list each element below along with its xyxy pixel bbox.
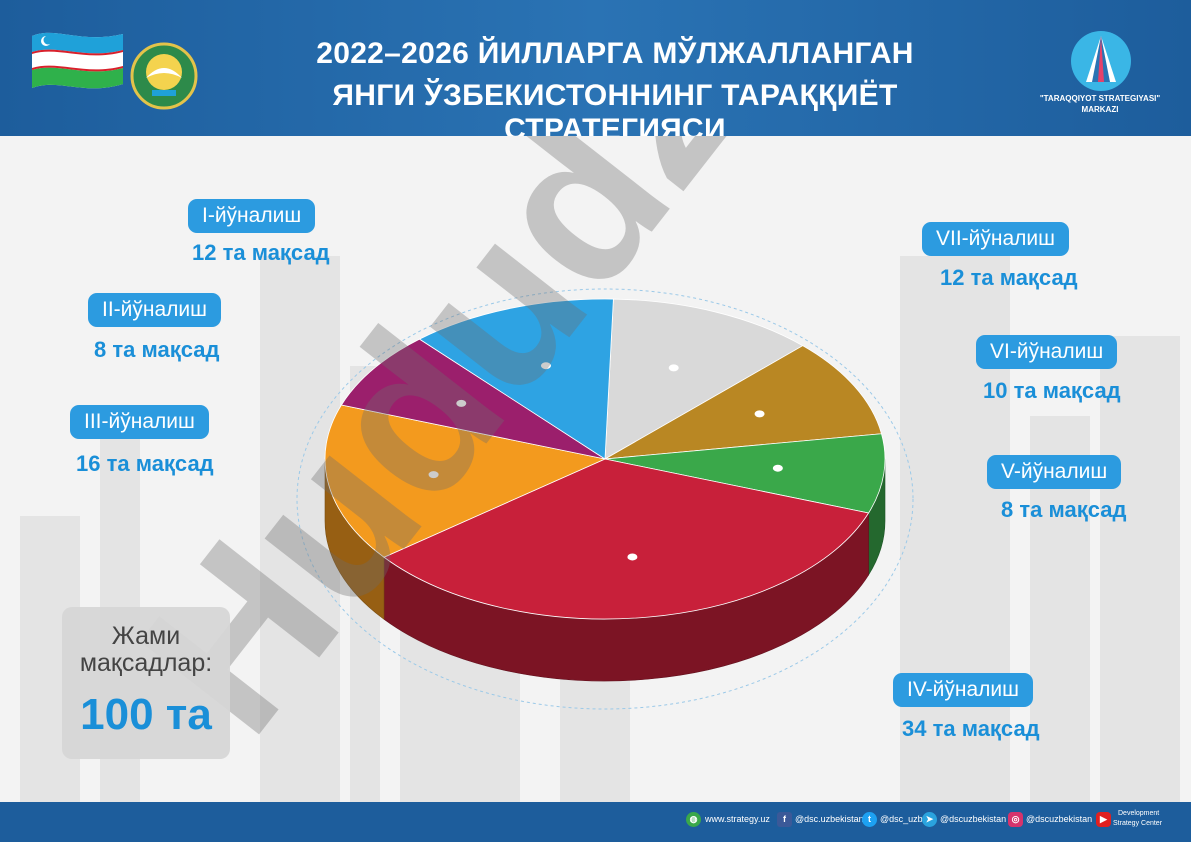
pie-marker-7 — [668, 364, 679, 372]
telegram-icon: ➤ — [922, 812, 937, 827]
value-direction-2: 8 та мақсад — [94, 337, 220, 362]
label-direction-5: V-йўналиш — [987, 455, 1122, 489]
pie-marker-3 — [428, 471, 439, 479]
pie-slice-4 — [383, 458, 870, 620]
org-name: "TARAQQIYOT STRATEGIYASI" — [1039, 94, 1161, 103]
pie-marker-5 — [772, 464, 783, 472]
total-value: 100 та — [80, 690, 212, 739]
pie-slice-2 — [340, 338, 606, 460]
value-direction-7: 12 та мақсад — [940, 265, 1078, 290]
label-direction-1: I-йўналиш — [188, 199, 316, 233]
footer-telegram[interactable]: @dscuzbekistan — [940, 814, 1007, 824]
uzbekistan-flag-icon — [32, 32, 123, 89]
footer-twitter[interactable]: @dsc_uzb — [880, 814, 923, 824]
facebook-icon: f — [777, 812, 792, 827]
pie-slice-7 — [604, 298, 804, 460]
value-direction-3: 16 та мақсад — [76, 451, 214, 476]
total-box — [62, 607, 230, 759]
label-direction-7: VII-йўналиш — [922, 222, 1070, 256]
value-direction-5: 8 та мақсад — [1001, 497, 1127, 522]
state-emblem-icon — [130, 42, 198, 110]
pie-slice-3 — [324, 404, 607, 558]
footer-instagram[interactable]: @dscuzbekistan — [1026, 814, 1093, 824]
instagram-icon: ◎ — [1008, 812, 1023, 827]
globe-icon: ◍ — [686, 812, 701, 827]
pie-marker-1 — [540, 362, 551, 370]
footer-facebook[interactable]: @dsc.uzbekistan — [795, 814, 864, 824]
twitter-icon: t — [862, 812, 877, 827]
page-title-line2: ЯНГИ ЎЗБЕКИСТОННИНГ ТАРАҚҚИЁТ СТРАТЕГИЯС… — [332, 79, 898, 146]
label-direction-3: III-йўналиш — [70, 405, 209, 439]
development-strategy-center-logo — [1071, 31, 1131, 91]
pie-chart — [296, 288, 914, 710]
footer-youtube-line2[interactable]: Strategy Center — [1113, 820, 1163, 827]
footer-youtube-line1[interactable]: Development — [1118, 810, 1160, 817]
page-title-line1: 2022–2026 ЙИЛЛАРГА МЎЛЖАЛЛАНГАН — [316, 37, 914, 70]
label-direction-6: VI-йўналиш — [976, 335, 1118, 369]
label-direction-4: IV-йўналиш — [893, 673, 1034, 707]
header-bar — [0, 0, 1191, 136]
pie-marker-2 — [456, 399, 467, 407]
total-label-line1: Жами — [111, 622, 181, 650]
youtube-icon: ▶ — [1096, 812, 1111, 827]
pie-marker-6 — [754, 410, 765, 418]
label-direction-2: II-йўналиш — [88, 293, 221, 327]
value-direction-4: 34 та мақсад — [902, 716, 1040, 741]
value-direction-1: 12 та мақсад — [192, 240, 330, 265]
total-label-line2: мақсадлар: — [79, 649, 213, 677]
pie-slice-1 — [418, 298, 614, 460]
value-direction-6: 10 та мақсад — [983, 378, 1121, 403]
pie-slice-5 — [604, 433, 886, 514]
footer-website[interactable]: www.strategy.uz — [705, 814, 770, 824]
pie-slice-6 — [604, 345, 883, 460]
footer-bar — [0, 802, 1191, 842]
pie-marker-4 — [627, 553, 638, 561]
org-subtitle: MARKAZI — [1081, 105, 1119, 114]
pie-outline-ring — [296, 288, 914, 710]
